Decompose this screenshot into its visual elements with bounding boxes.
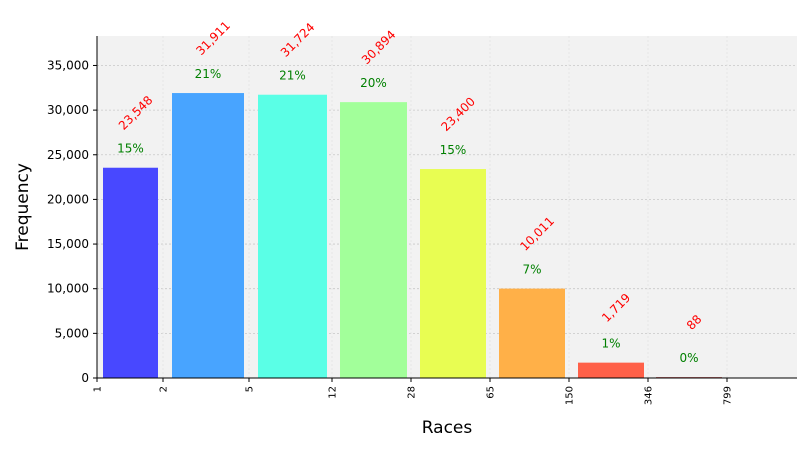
percent-label: 7% <box>522 263 541 277</box>
x-tick-label: 1 <box>93 386 104 392</box>
y-axis-title: Frequency <box>13 163 33 251</box>
y-tick-label: 30,000 <box>47 103 89 117</box>
x-tick-label: 150 <box>565 386 576 405</box>
bar <box>578 362 644 378</box>
x-tick-label: 799 <box>723 386 734 405</box>
percent-label: 0% <box>679 351 698 365</box>
x-tick-label: 12 <box>328 386 339 399</box>
bar <box>499 288 565 378</box>
axes-group <box>96 36 797 379</box>
bar <box>103 167 158 378</box>
x-axis-title: Races <box>422 418 473 438</box>
y-tick-label: 0 <box>81 371 89 385</box>
y-tick-label: 25,000 <box>47 148 89 162</box>
y-tick-label: 20,000 <box>47 192 89 206</box>
bar <box>172 93 244 378</box>
x-tick-label: 346 <box>644 386 655 405</box>
y-tick-label: 35,000 <box>47 58 89 72</box>
y-tick-label: 10,000 <box>47 282 89 296</box>
percent-label: 15% <box>440 143 467 157</box>
x-tick-label: 2 <box>159 386 170 392</box>
y-tick-label: 5,000 <box>55 326 89 340</box>
percent-label: 21% <box>195 67 222 81</box>
x-tick-label: 28 <box>407 386 418 399</box>
percent-label: 20% <box>360 76 387 90</box>
percent-label: 15% <box>117 142 144 156</box>
bar <box>340 102 407 379</box>
x-tick-label: 5 <box>245 386 256 392</box>
ticks-group: 0 5,000 10,000 15,000 20,000 25,000 30,000 35,0… <box>47 58 734 405</box>
y-tick-label: 15,000 <box>47 237 89 251</box>
bar <box>420 169 486 378</box>
bar <box>258 94 327 378</box>
percent-label: 1% <box>601 337 620 351</box>
x-tick-label: 65 <box>486 386 497 399</box>
percent-label: 21% <box>279 69 306 83</box>
bars-group <box>103 93 722 379</box>
